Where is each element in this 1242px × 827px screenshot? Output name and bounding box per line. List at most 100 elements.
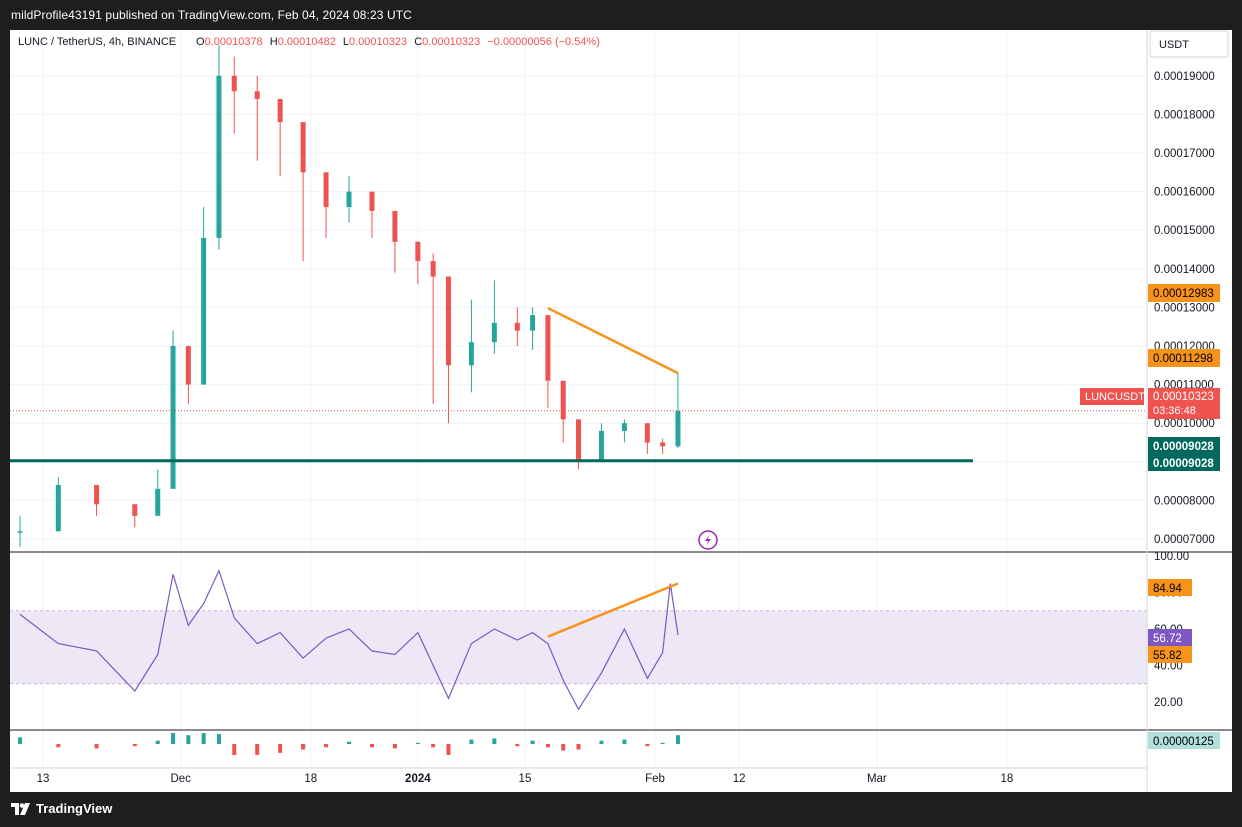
price-axis-label: 0.00008000 <box>1154 495 1215 507</box>
candle-body <box>445 276 451 366</box>
macd-bar <box>415 742 420 744</box>
chart-frame[interactable]: 0.000070000.000080000.000090000.00010000… <box>10 30 1232 792</box>
rsi-divergence-trendline[interactable] <box>547 582 679 638</box>
candle-body <box>644 423 650 443</box>
price-axis-label: 0.00014000 <box>1154 264 1215 276</box>
candle-body <box>17 531 23 533</box>
macd-bar <box>216 734 221 744</box>
candle-body <box>346 191 352 208</box>
candle-body <box>216 75 222 238</box>
candle-body <box>675 410 681 447</box>
candle-body <box>155 488 161 516</box>
candle-body <box>415 241 421 262</box>
rsi-axis-label: 20.00 <box>1154 697 1183 709</box>
macd-bar <box>469 739 474 744</box>
candle-body <box>300 122 306 173</box>
time-axis-labels: 13 Dec 18 2024 15 Feb 12 Mar 18 <box>37 773 1014 785</box>
footer-bar: TradingView <box>0 795 1242 827</box>
price-axis-labels: 0.000070000.000080000.000090000.00010000… <box>1154 71 1215 546</box>
price-axis-label: 0.00018000 <box>1154 109 1215 121</box>
macd-bar <box>675 735 680 744</box>
macd-histogram[interactable] <box>18 733 680 755</box>
rsi-axis-label: 100.00 <box>1154 551 1189 563</box>
legend-ohlc: O0.00010378 H0.00010482 L0.00010323 C0.0… <box>196 36 600 48</box>
candle-body <box>185 346 191 385</box>
svg-text:0.00011298: 0.00011298 <box>1153 353 1213 365</box>
legend-symbol: LUNC / TetherUS, 4h, BINANCE <box>18 36 176 48</box>
candlestick-series[interactable] <box>17 44 681 547</box>
candle-body <box>621 423 627 431</box>
macd-bar <box>278 744 283 753</box>
time-axis-label: 18 <box>1001 773 1014 785</box>
publish-info: mildProfile43191 published on TradingVie… <box>11 8 412 22</box>
macd-bar <box>446 744 451 755</box>
rsi-value-tag: 56.72 <box>1148 629 1192 646</box>
macd-bar <box>171 733 176 744</box>
svg-text:55.82: 55.82 <box>1153 650 1182 662</box>
price-axis-label: 0.00019000 <box>1154 71 1215 83</box>
macd-bar <box>301 744 306 750</box>
candle-body <box>55 484 61 532</box>
macd-bar <box>392 744 397 749</box>
price-axis-label: 0.00013000 <box>1154 302 1215 314</box>
price-axis-label: 0.00007000 <box>1154 534 1215 546</box>
candle-body <box>369 191 375 211</box>
price-axis-label: 0.00015000 <box>1154 225 1215 237</box>
time-axis-label: 15 <box>519 773 532 785</box>
macd-bar <box>660 742 665 744</box>
lightning-icon[interactable] <box>698 530 718 550</box>
rsi-axis-label: 40.00 <box>1154 661 1183 673</box>
macd-bar <box>622 739 627 744</box>
svg-text:56.72: 56.72 <box>1153 633 1182 645</box>
tradingview-logo[interactable]: TradingView <box>11 801 112 816</box>
candle-body <box>514 322 520 331</box>
macd-bar <box>576 744 581 750</box>
macd-bar <box>255 744 260 755</box>
candle-body <box>598 430 604 462</box>
symbol-name-tag: LUNCUSDT <box>1080 388 1145 405</box>
chart-canvas[interactable]: 0.000070000.000080000.000090000.00010000… <box>10 30 1232 792</box>
rsi-tag-trendline-start: 55.82 <box>1148 646 1192 663</box>
macd-bar <box>132 744 137 747</box>
currency-button[interactable]: USDT <box>1149 30 1229 58</box>
macd-bar <box>232 744 237 755</box>
macd-bar <box>94 744 99 749</box>
svg-text:0.00010323: 0.00010323 <box>1153 391 1214 403</box>
svg-text:0.00009028: 0.00009028 <box>1153 441 1214 453</box>
price-axis-label: 0.00016000 <box>1154 187 1215 199</box>
svg-text:USDT: USDT <box>1159 39 1189 51</box>
candle-body <box>430 261 436 277</box>
rsi-line[interactable] <box>19 568 679 711</box>
macd-bar <box>201 733 206 744</box>
rsi-band <box>10 610 1147 684</box>
candle-body <box>132 504 138 516</box>
resistance-trendline[interactable] <box>547 306 679 375</box>
candle-body <box>491 322 497 343</box>
time-axis-label: 12 <box>733 773 746 785</box>
candle-body <box>530 315 536 331</box>
candle-body <box>277 98 283 123</box>
tradingview-logo-icon <box>11 802 30 815</box>
svg-text:0.00000125: 0.00000125 <box>1153 736 1214 748</box>
time-axis-label: Dec <box>170 773 191 785</box>
time-axis-label: 13 <box>37 773 50 785</box>
time-axis-label: 2024 <box>405 773 431 785</box>
svg-text:0.00012983: 0.00012983 <box>1153 288 1214 300</box>
macd-bar <box>347 741 351 744</box>
top-bar: mildProfile43191 published on TradingVie… <box>0 0 1242 28</box>
rsi-tag-trendline-end: 84.94 <box>1148 579 1192 596</box>
time-axis-label: Feb <box>645 773 665 785</box>
macd-bar <box>492 738 497 744</box>
svg-text:84.94: 84.94 <box>1153 583 1182 595</box>
macd-value-tag: 0.00000125 <box>1148 732 1220 749</box>
candle-body <box>254 91 260 99</box>
macd-bar <box>645 744 650 747</box>
macd-bar <box>530 740 535 744</box>
candle-body <box>576 419 581 462</box>
macd-bar <box>431 744 436 748</box>
candle-body <box>392 210 398 242</box>
macd-bar <box>18 737 23 744</box>
price-tag-support: 0.00009028 0.00009028 <box>1148 437 1220 471</box>
svg-text:03:36:48: 03:36:48 <box>1153 405 1196 417</box>
candle-body <box>231 75 237 92</box>
